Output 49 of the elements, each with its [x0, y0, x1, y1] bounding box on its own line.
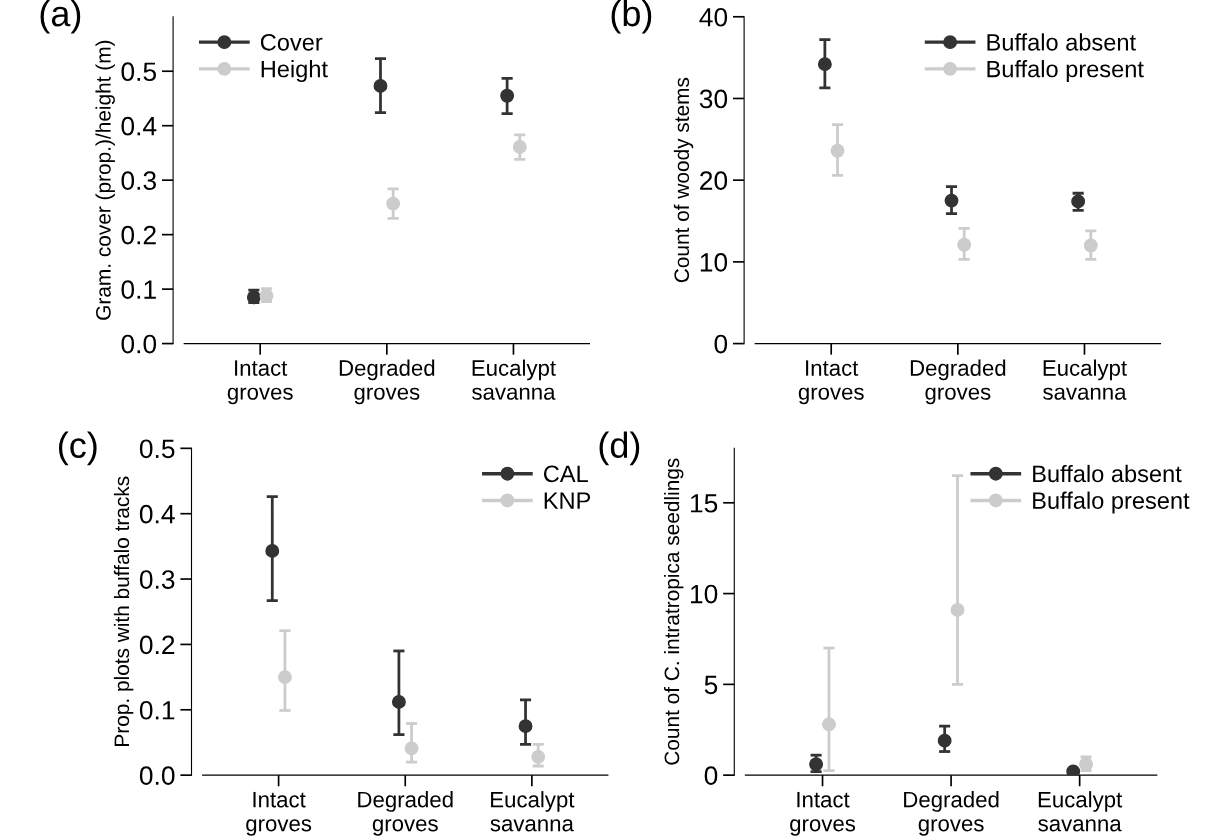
legend-label: CAL: [543, 465, 588, 483]
x-tick-label: Eucalypt savanna: [1043, 359, 1127, 400]
y-axis-title: Count of C. intratropica seedlings: [663, 458, 684, 765]
legend-label: Buffalo absent: [1033, 464, 1182, 483]
y-tick-label: 0.2: [139, 635, 175, 655]
chart-title: (c): [58, 431, 97, 466]
y-tick-label: 5: [704, 675, 718, 695]
legend-label: Height: [261, 60, 328, 83]
y-tick-label: 10: [690, 584, 718, 604]
y-tick-label: 0.1: [121, 280, 156, 299]
chart-title: (d): [599, 431, 640, 466]
x-tick-label: Eucalypt savanna: [490, 791, 575, 832]
y-tick-label: 30: [699, 89, 728, 109]
x-tick-label: Degraded groves: [904, 791, 999, 836]
x-tick-label: Degraded groves: [358, 791, 453, 836]
y-tick-label: 20: [700, 171, 728, 190]
chart-title: (a): [40, 0, 81, 34]
x-tick-label: Eucalypt savanna: [1038, 791, 1123, 832]
x-tick-label: Degraded groves: [910, 359, 1006, 405]
y-tick-label: 0.4: [139, 504, 175, 524]
y-tick-label: 0: [714, 334, 728, 354]
x-tick-label: Eucalypt savanna: [472, 359, 556, 400]
y-tick-label: 0.4: [121, 116, 157, 136]
y-tick-label: 0.0: [139, 766, 175, 785]
y-tick-label: 0: [704, 766, 718, 785]
x-tick-label: Intact groves: [790, 791, 856, 836]
y-tick-label: 0.2: [121, 225, 156, 245]
y-tick-label: 40: [699, 7, 728, 27]
legend-label: KNP: [544, 492, 591, 509]
y-tick-label: 0.1: [139, 700, 175, 720]
y-tick-label: 0.0: [121, 334, 157, 354]
y-tick-label: 0.3: [121, 171, 156, 190]
x-tick-label: Intact groves: [246, 791, 312, 836]
y-axis-title: Gram. cover (prop.)/height (m): [95, 40, 115, 320]
x-tick-label: Degraded groves: [339, 359, 435, 405]
y-axis-title: Prop. plots with buffalo tracks: [113, 476, 134, 746]
legend-label: Buffalo present: [987, 60, 1144, 83]
legend-label: Buffalo present: [1033, 491, 1190, 514]
y-tick-label: 0.5: [121, 62, 157, 82]
chart-title: (b): [611, 0, 652, 34]
legend-label: Cover: [260, 33, 323, 51]
y-tick-label: 10: [700, 253, 728, 272]
y-axis-title: Count of woody stems: [673, 77, 694, 283]
legend-label: Buffalo absent: [987, 33, 1136, 51]
y-tick-label: 15: [690, 494, 718, 513]
x-tick-label: Intact groves: [798, 360, 864, 405]
x-tick-label: Intact groves: [227, 360, 293, 405]
y-tick-label: 0.3: [139, 570, 175, 589]
y-tick-label: 0.5: [139, 439, 175, 459]
